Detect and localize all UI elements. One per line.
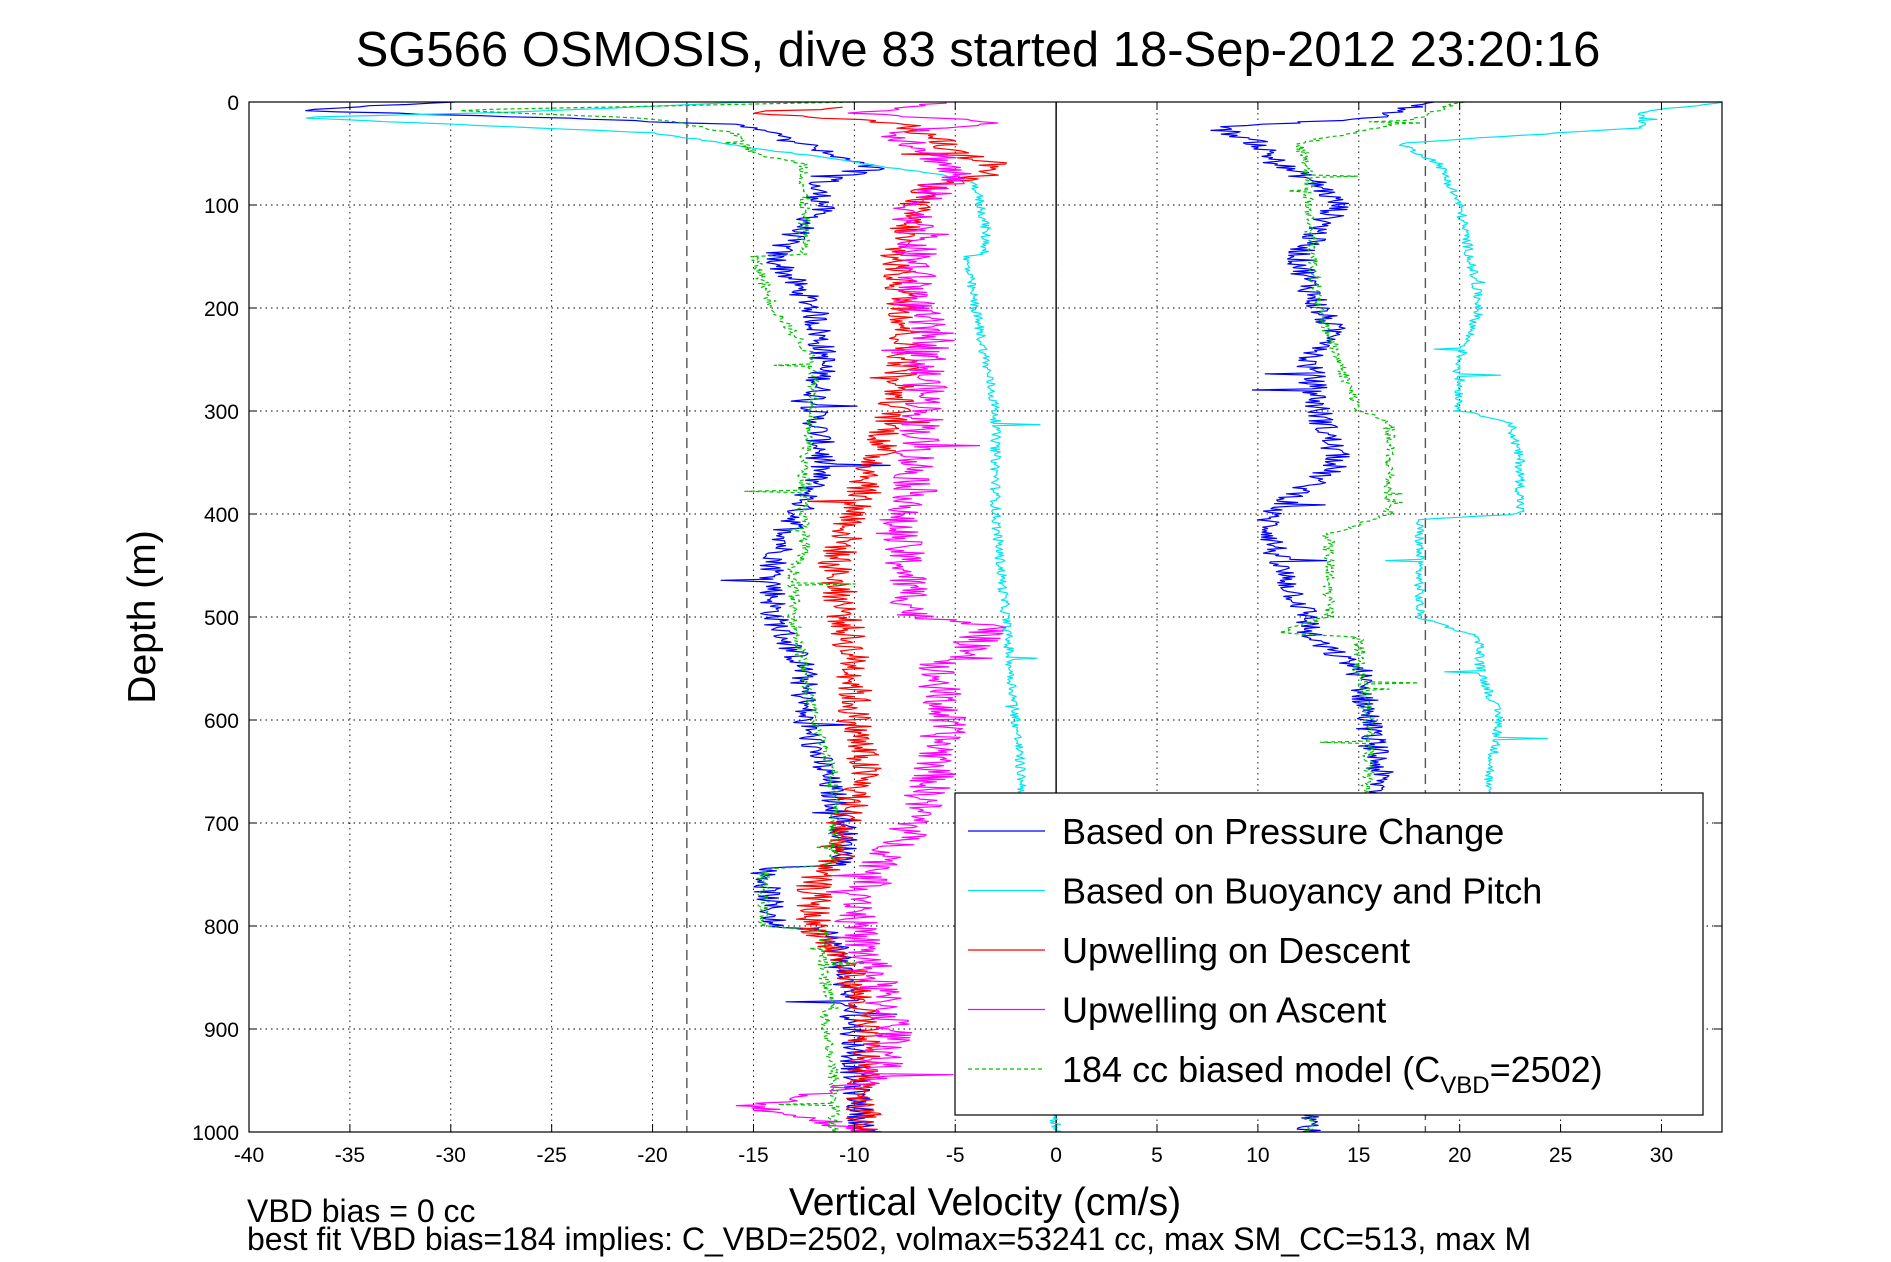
x-tick-label: -35 <box>335 1144 365 1167</box>
legend-entry-label: Upwelling on Descent <box>1062 930 1410 971</box>
y-tick-label: 500 <box>204 607 239 630</box>
y-tick-label: 200 <box>204 298 239 321</box>
x-tick-label: 15 <box>1347 1144 1370 1167</box>
axis-ticks: -40 -35 -30 -25 -20 -15 -10 -5 0 5 10 15 20 25 3001002… <box>192 92 1722 1167</box>
x-tick-label: 30 <box>1650 1144 1673 1167</box>
legend: Based on Pressure Change Based on Buoyanc… <box>954 792 1704 1116</box>
y-tick-label: 300 <box>204 401 239 424</box>
x-tick-label: 25 <box>1549 1144 1572 1167</box>
x-tick-label: 10 <box>1246 1144 1269 1167</box>
series-line <box>305 102 898 1132</box>
x-axis-label: Vertical Velocity (cm/s) <box>789 1181 1181 1224</box>
y-tick-label: 0 <box>227 92 239 115</box>
series <box>735 102 1007 1132</box>
y-axis-label: Depth (m) <box>121 530 164 703</box>
y-tick-label: 700 <box>204 813 239 836</box>
x-tick-label: -5 <box>946 1144 965 1167</box>
x-tick-label: 5 <box>1151 1144 1163 1167</box>
x-tick-label: -20 <box>637 1144 667 1167</box>
legend-entry-label: Based on Pressure Change <box>1062 811 1504 852</box>
y-tick-label: 600 <box>204 710 239 733</box>
x-tick-label: -10 <box>839 1144 869 1167</box>
legend-entry-label: Upwelling on Ascent <box>1062 990 1386 1031</box>
y-tick-label: 400 <box>204 504 239 527</box>
y-tick-label: 800 <box>204 916 239 939</box>
footer-bias-line: VBD bias = 0 cc <box>247 1193 476 1229</box>
chart-title: SG566 OSMOSIS, dive 83 started 18-Sep-20… <box>356 23 1601 77</box>
x-tick-label: -15 <box>738 1144 768 1167</box>
y-tick-label: 1000 <box>192 1122 239 1145</box>
legend-entry-label: Based on Buoyancy and Pitch <box>1062 871 1542 912</box>
y-tick-label: 100 <box>204 195 239 218</box>
series-line <box>752 106 1008 1132</box>
series <box>752 106 1008 1132</box>
y-tick-label: 900 <box>204 1019 239 1042</box>
x-tick-label: -30 <box>436 1144 466 1167</box>
x-tick-label: 20 <box>1448 1144 1471 1167</box>
footer-fit-line: best fit VBD bias=184 implies: C_VBD=250… <box>247 1221 1531 1257</box>
x-tick-label: 0 <box>1050 1144 1062 1167</box>
x-tick-label: -40 <box>234 1144 264 1167</box>
x-tick-label: -25 <box>536 1144 566 1167</box>
series-line <box>459 102 866 1132</box>
series-line <box>735 102 1007 1132</box>
legend-box <box>954 792 1704 1116</box>
series-line <box>1385 102 1722 824</box>
